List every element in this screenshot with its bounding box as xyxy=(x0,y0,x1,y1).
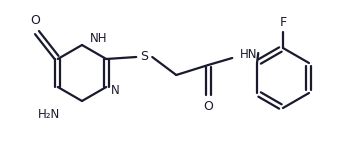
Text: S: S xyxy=(140,51,148,64)
Text: NH: NH xyxy=(90,31,107,45)
Text: H₂N: H₂N xyxy=(38,109,60,122)
Text: O: O xyxy=(30,15,40,27)
Text: N: N xyxy=(111,85,120,97)
Text: F: F xyxy=(279,16,287,30)
Text: HN: HN xyxy=(240,49,258,61)
Text: O: O xyxy=(203,100,213,113)
